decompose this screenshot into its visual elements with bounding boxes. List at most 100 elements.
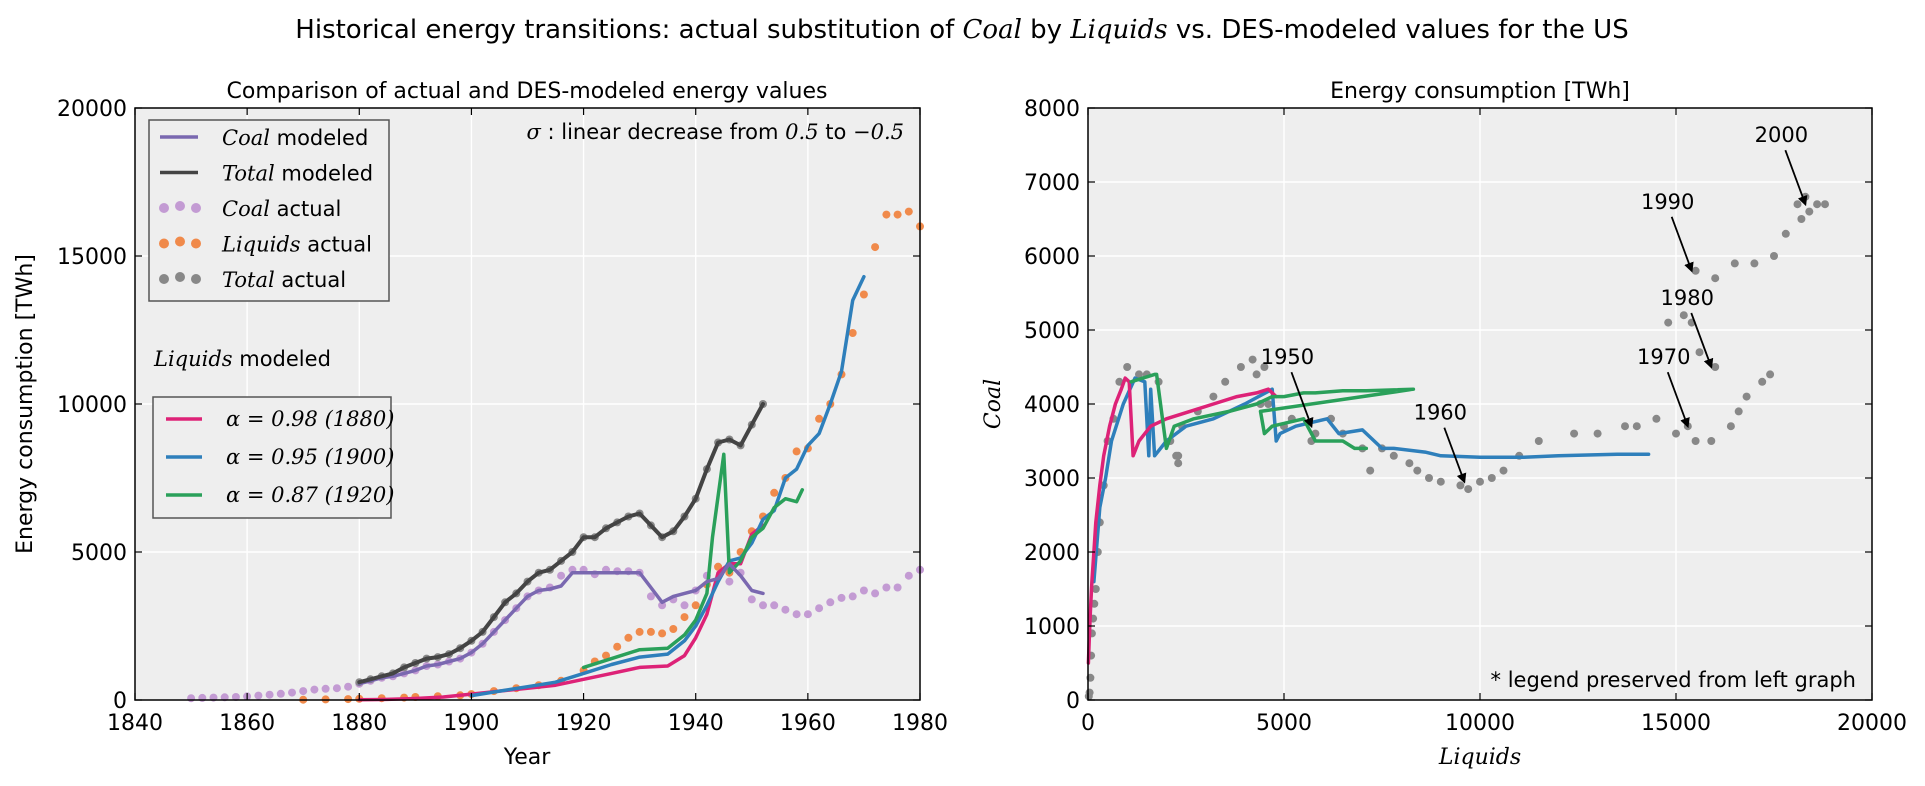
right-y-tick-label: 6000 xyxy=(1024,245,1080,270)
legend-liquids-alpha: α = 0.87 xyxy=(226,483,319,507)
left-point-liquids_actual xyxy=(624,633,633,642)
legend-liquids-year: (1900) xyxy=(318,445,395,469)
right-point-total_actual xyxy=(1793,200,1802,209)
left-point-liquids_actual xyxy=(904,207,913,216)
annotation-label: 1970 xyxy=(1637,345,1690,369)
figure-title: Historical energy transitions: actual su… xyxy=(295,15,1628,45)
legend-main-swatch-dot xyxy=(191,203,201,213)
right-point-total_actual xyxy=(1236,363,1245,371)
left-x-tick-label: 1900 xyxy=(443,711,499,736)
right-point-total_actual xyxy=(1389,451,1398,460)
right-x-tick-label: 10000 xyxy=(1445,711,1515,736)
right-y-tick-label: 4000 xyxy=(1024,393,1080,418)
legend-note: * legend preserved from left graph xyxy=(1491,668,1856,692)
right-point-total_actual xyxy=(1672,429,1680,438)
right-point-total_actual xyxy=(1456,481,1465,490)
left-x-tick-label: 1960 xyxy=(780,711,836,736)
left-chart-title: Comparison of actual and DES-modeled ene… xyxy=(227,79,828,104)
left-point-liquids_actual xyxy=(613,642,622,651)
right-point-total_actual xyxy=(1425,474,1433,482)
legend-liquids-label: α = 0.95 (1900) xyxy=(226,445,394,469)
left-point-liquids_actual xyxy=(871,243,880,252)
right-point-total_actual xyxy=(1679,311,1688,320)
right-point-total_actual xyxy=(1264,400,1273,408)
left-point-liquids_actual xyxy=(602,651,610,660)
annotation-arrow xyxy=(1666,371,1690,429)
right-point-total_actual xyxy=(1758,377,1767,386)
right-series-layer xyxy=(1084,192,1829,701)
right-point-total_actual xyxy=(1221,377,1230,386)
right-point-total_actual xyxy=(1593,429,1602,438)
left-point-coal_actual xyxy=(680,601,689,610)
left-y-tick-label: 0 xyxy=(113,689,127,714)
legend-main-swatch-dot xyxy=(191,274,201,284)
right-point-total_actual xyxy=(1413,466,1422,475)
right-point-total_actual xyxy=(1534,437,1543,445)
left-point-liquids_actual xyxy=(893,210,902,219)
legend-main-label-text: modeled xyxy=(275,162,373,186)
left-point-liquids_actual xyxy=(815,414,824,423)
right-point-total_actual xyxy=(1476,477,1484,486)
legend-main-swatch-dot xyxy=(191,238,201,249)
legend-main-label-text: modeled xyxy=(270,126,368,150)
left-series-liq_087 xyxy=(581,452,805,670)
legend-main-label-italic: Liquids xyxy=(221,233,301,257)
annotation-label: 1960 xyxy=(1414,401,1467,425)
right-point-total_actual xyxy=(1664,318,1673,327)
left-point-liquids_actual xyxy=(882,210,891,219)
left-point-liquids_actual xyxy=(680,613,689,622)
left-x-tick-label: 1860 xyxy=(219,711,275,736)
left-point-coal_actual xyxy=(747,595,756,604)
legend-main-label-italic: Coal xyxy=(222,197,270,221)
legend-liquids-title: Liquids modeled xyxy=(153,347,331,371)
legend-main-label: Coal actual xyxy=(222,197,341,221)
left-line-coal_modeled xyxy=(357,562,765,686)
legend-main-label: Total modeled xyxy=(222,162,373,186)
left-point-coal_actual xyxy=(231,693,240,701)
left-x-tick-label: 1940 xyxy=(668,711,724,736)
right-point-total_actual xyxy=(1742,392,1751,401)
left-point-coal_actual xyxy=(803,610,812,619)
right-x-tick-label: 5000 xyxy=(1256,711,1312,736)
left-x-tick-label: 1880 xyxy=(331,711,387,736)
left-series-layer xyxy=(187,207,924,704)
legend-main-label: Total actual xyxy=(222,268,346,292)
annotation-label: 1990 xyxy=(1641,190,1694,214)
right-point-total_actual xyxy=(1260,363,1269,371)
right-point-total_actual xyxy=(1436,477,1445,486)
annotation-arrow xyxy=(1290,371,1314,429)
right-point-total_actual xyxy=(1248,355,1257,364)
left-point-liquids_actual xyxy=(635,627,644,636)
right-line-liq_087 xyxy=(1129,372,1416,451)
left-point-coal_actual xyxy=(904,571,913,580)
left-point-liquids_actual xyxy=(344,695,353,704)
left-line-liq_087 xyxy=(581,452,805,670)
left-point-coal_actual xyxy=(792,610,801,619)
right-y-tick-label: 5000 xyxy=(1024,319,1080,344)
legend-main-frame xyxy=(148,119,390,302)
legend-main-label-italic: Total xyxy=(222,162,275,186)
right-point-total_actual xyxy=(1252,370,1261,379)
legend-main-label-italic: Coal xyxy=(222,126,270,150)
left-point-liquids_actual xyxy=(792,447,801,456)
sigma-annotation: σ : linear decrease from 0.5 to −0.5 xyxy=(526,120,904,144)
left-point-coal_actual xyxy=(837,593,846,602)
right-chart-title: Energy consumption [TWh] xyxy=(1330,79,1630,104)
left-point-coal_actual xyxy=(770,601,779,610)
right-ticks: 0 5000 10000 15000 20000 0 1000 2000 3000 4000 500… xyxy=(1024,97,1907,736)
legend-main-swatch-dot xyxy=(159,238,169,249)
left-point-coal_actual xyxy=(344,682,353,691)
left-point-liquids_actual xyxy=(646,627,655,636)
left-point-coal_actual xyxy=(893,583,902,592)
left-point-coal_actual xyxy=(187,694,196,703)
legend-main-label-italic: Total xyxy=(222,268,275,292)
right-y-tick-label: 2000 xyxy=(1024,541,1080,566)
annotation-label: 2000 xyxy=(1755,123,1808,147)
right-point-total_actual xyxy=(1766,370,1775,379)
legend-liquids-alpha: α = 0.95 xyxy=(226,445,318,469)
left-point-coal_actual xyxy=(826,598,835,607)
right-point-total_actual xyxy=(1174,459,1183,468)
right-point-total_actual xyxy=(1750,259,1759,268)
